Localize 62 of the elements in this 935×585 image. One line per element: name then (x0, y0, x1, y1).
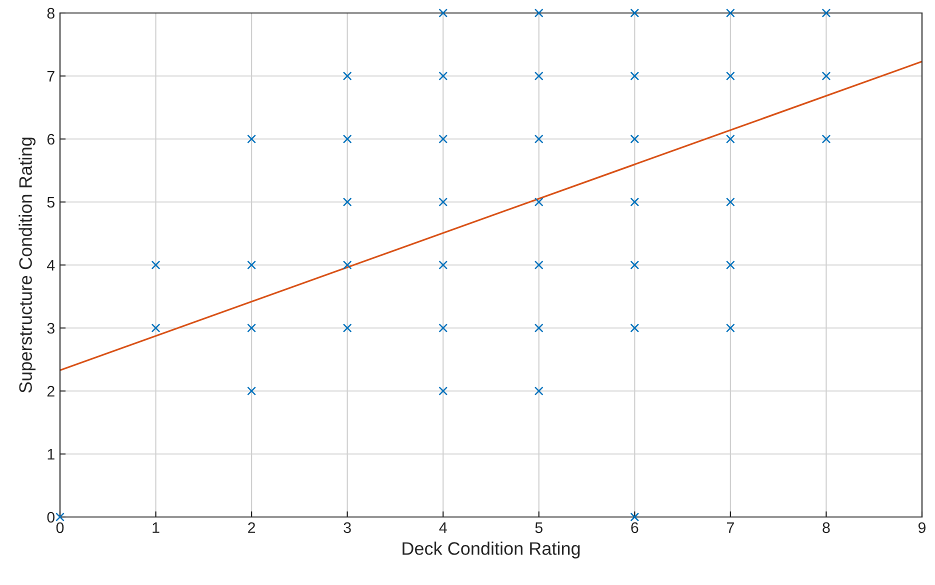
y-tick-label: 3 (47, 322, 54, 334)
point (630, 260, 640, 270)
point (438, 8, 448, 18)
x-axis-title: Deck Condition Rating (402, 542, 580, 558)
y-tick-label: 4 (46, 260, 55, 271)
point (726, 324, 735, 332)
point (247, 134, 256, 144)
point (726, 72, 735, 80)
point (630, 512, 640, 522)
x-tick-label: 2 (248, 522, 256, 533)
point (247, 386, 256, 396)
point (534, 8, 544, 18)
y-tick-label: 7 (47, 71, 54, 82)
x-tick-label: 7 (726, 522, 734, 533)
point (342, 134, 352, 144)
point (247, 260, 256, 270)
point (438, 72, 448, 80)
point (247, 324, 256, 332)
point (630, 8, 640, 18)
point (822, 72, 831, 80)
point (151, 324, 160, 332)
point (630, 134, 640, 144)
y-tick-label: 6 (47, 134, 54, 145)
point (438, 134, 448, 144)
point (151, 260, 160, 270)
x-tick-label: 1 (152, 522, 160, 533)
point (726, 198, 735, 206)
point (534, 386, 544, 396)
point (822, 134, 831, 144)
point (438, 324, 448, 332)
point (630, 324, 640, 332)
y-tick-label: 5 (47, 197, 54, 208)
point (438, 260, 448, 270)
point (438, 386, 448, 396)
y-tick-label: 2 (47, 386, 54, 397)
x-tick-label: 3 (344, 522, 351, 534)
y-tick-label: 8 (47, 8, 54, 19)
x-tick-label: 0 (56, 522, 64, 534)
x-tick-label: 9 (918, 522, 926, 534)
point (534, 260, 544, 270)
x-tick-label: 6 (631, 522, 638, 534)
point (726, 260, 735, 270)
x-tick-label: 4 (439, 522, 447, 533)
point (342, 260, 352, 270)
point (822, 8, 831, 18)
point (534, 72, 544, 80)
point (438, 198, 448, 206)
point (630, 72, 640, 80)
y-axis-title: Superstructure Condition Rating (18, 138, 36, 393)
y-tick-label: 1 (48, 449, 54, 460)
point (726, 134, 735, 144)
point (534, 198, 544, 206)
point (534, 134, 544, 144)
point (342, 198, 352, 206)
point (726, 8, 735, 18)
x-tick-label: 8 (822, 522, 830, 534)
point (342, 72, 352, 80)
point (342, 324, 352, 332)
y-tick-label: 0 (47, 512, 55, 523)
point (630, 198, 640, 206)
point (534, 324, 544, 332)
x-tick-label: 5 (535, 522, 542, 534)
